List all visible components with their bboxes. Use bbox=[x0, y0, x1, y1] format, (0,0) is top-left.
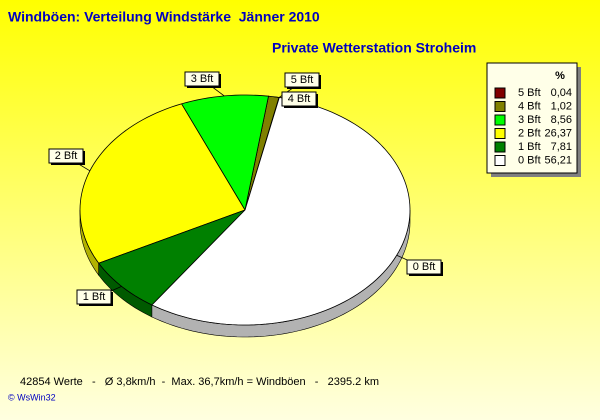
slice bbox=[180, 94, 269, 212]
legend-value: 1,02 bbox=[551, 100, 572, 112]
legend-header: % bbox=[555, 70, 565, 82]
legend-value: 56,21 bbox=[544, 154, 572, 166]
slice bbox=[98, 209, 246, 306]
legend-label: 5 Bft bbox=[518, 87, 541, 99]
label-box bbox=[184, 71, 220, 87]
legend-value: 7,81 bbox=[551, 141, 572, 153]
legend-swatch bbox=[494, 141, 506, 153]
footer: 42854 Werte - Ø 3,8km/h - Max. 36,7km/h … bbox=[20, 376, 379, 388]
slice-label: 2 Bft bbox=[55, 150, 78, 162]
label-box bbox=[76, 289, 112, 305]
legend-label: 1 Bft bbox=[518, 141, 541, 153]
credit: © WsWin32 bbox=[8, 392, 56, 402]
legend-swatch bbox=[494, 155, 506, 166]
legend-label: 3 Bft bbox=[518, 114, 541, 126]
legend-label: 2 Bft bbox=[518, 127, 541, 139]
legend-label: 4 Bft bbox=[518, 100, 541, 112]
label-box bbox=[406, 259, 442, 275]
chart-title: Windböen: Verteilung Windstärke Jänner 2… bbox=[8, 9, 320, 25]
slice-label: 3 Bft bbox=[191, 73, 214, 85]
label-box bbox=[284, 72, 320, 88]
legend-swatch bbox=[494, 87, 506, 99]
slice-label: 4 Bft bbox=[288, 93, 311, 105]
legend-label: 0 Bft bbox=[518, 154, 541, 166]
slice-label: 0 Bft bbox=[413, 261, 436, 273]
legend-value: 0,04 bbox=[551, 87, 572, 99]
legend-swatch bbox=[494, 128, 506, 139]
label-box bbox=[281, 91, 317, 107]
label-box bbox=[48, 148, 84, 164]
legend-swatch bbox=[494, 114, 506, 126]
legend-value: 26,37 bbox=[544, 127, 572, 139]
legend-value: 8,56 bbox=[551, 114, 572, 126]
legend-swatch bbox=[494, 101, 506, 112]
slice-label: 1 Bft bbox=[83, 291, 106, 303]
slice-label: 5 Bft bbox=[291, 74, 314, 86]
chart-subtitle: Private Wetterstation Stroheim bbox=[272, 40, 476, 56]
